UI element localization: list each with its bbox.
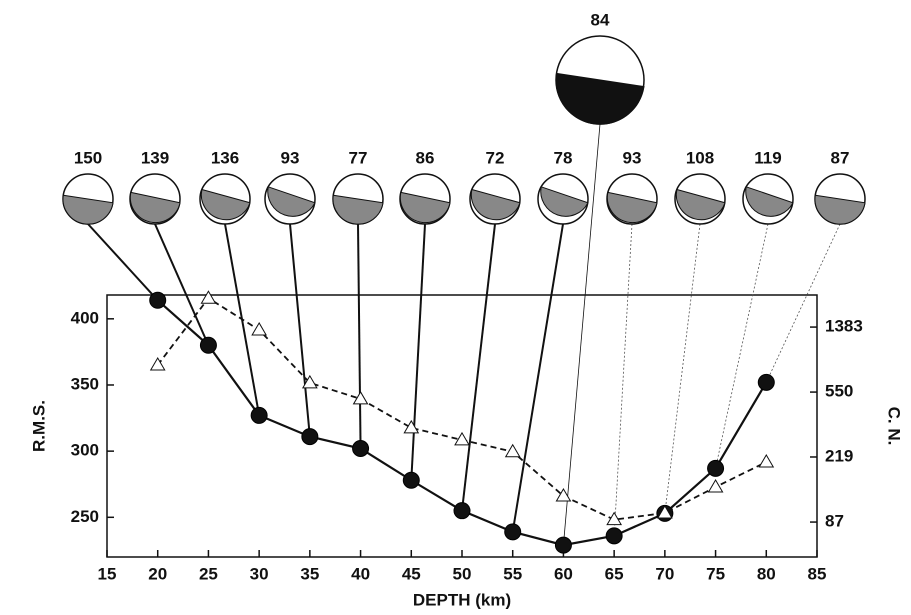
point [707, 459, 725, 477]
beachball-fill [62, 194, 114, 225]
beachball-fill [745, 186, 794, 217]
mechanism-label: 86 [416, 148, 435, 167]
x-tick-label: 75 [706, 564, 725, 583]
point [555, 487, 572, 502]
beachball-fill [470, 188, 521, 221]
mechanism-label: 72 [486, 148, 505, 167]
beachball-fill [814, 194, 866, 225]
mechanism-label: 119 [754, 148, 781, 167]
x-tick-label: 65 [605, 564, 624, 583]
point [352, 439, 370, 457]
mechanism-label: 84 [591, 10, 610, 29]
y-tick-label: 300 [71, 441, 99, 460]
connector [715, 223, 769, 469]
connector [664, 223, 701, 514]
connector [461, 223, 496, 511]
y-tick-label: 350 [71, 374, 99, 393]
point [757, 373, 775, 391]
beachball-fill [200, 188, 251, 221]
point [403, 419, 420, 434]
mechanism-label: 87 [831, 148, 850, 167]
x-tick-label: 40 [351, 564, 370, 583]
connector [87, 223, 159, 301]
point [301, 428, 319, 446]
beachball-fill [399, 191, 451, 224]
x-tick-label: 25 [199, 564, 218, 583]
x-tick-label: 45 [402, 564, 421, 583]
x-tick-label: 55 [503, 564, 522, 583]
point [301, 374, 318, 389]
mechanism-label: 93 [281, 148, 300, 167]
point [554, 536, 572, 554]
y2-tick-label: 219 [825, 446, 853, 465]
connector [410, 223, 426, 481]
point [200, 290, 217, 304]
x-tick-label: 80 [757, 564, 776, 583]
point [352, 390, 369, 405]
x-tick-label: 50 [453, 564, 472, 583]
point [453, 502, 471, 520]
point [149, 291, 167, 309]
mechanism-label: 136 [211, 148, 239, 167]
beachball-fill [675, 188, 726, 221]
mechanism-label: 108 [686, 148, 714, 167]
y-tick-label: 250 [71, 507, 99, 526]
mechanism-label: 77 [349, 148, 368, 167]
connector [511, 223, 564, 533]
connector [563, 123, 601, 546]
y2-tick-label: 1383 [825, 317, 863, 336]
mechanism-label: 93 [623, 148, 642, 167]
point [402, 471, 420, 489]
connector [154, 223, 210, 346]
mechanism-label: 78 [554, 148, 573, 167]
point [504, 523, 522, 541]
x-tick-label: 35 [300, 564, 319, 583]
connector [765, 223, 841, 383]
x-tick-label: 85 [808, 564, 827, 583]
y-axis-title: R.M.S. [29, 400, 48, 452]
point [250, 406, 268, 424]
point [251, 321, 268, 336]
point [656, 504, 673, 519]
beachball-fill [129, 191, 181, 224]
connector [357, 223, 362, 449]
y2-axis-title: C. N. [885, 407, 904, 446]
point [707, 479, 724, 493]
point [199, 336, 217, 354]
x-tick-label: 60 [554, 564, 573, 583]
x-tick-label: 20 [148, 564, 167, 583]
point [504, 443, 521, 458]
point [606, 511, 623, 526]
x-tick-label: 30 [250, 564, 269, 583]
connector [289, 223, 311, 437]
beachball-fill [332, 194, 384, 225]
y2-tick-label: 87 [825, 512, 844, 531]
y2-tick-label: 550 [825, 382, 853, 401]
beachball-fill [606, 191, 658, 224]
series-line [156, 297, 767, 521]
beachball-fill [555, 72, 645, 125]
point [149, 357, 166, 371]
beachball-fill [267, 186, 316, 217]
point [758, 453, 775, 468]
connector [613, 223, 633, 536]
x-tick-label: 70 [655, 564, 674, 583]
point [605, 527, 623, 545]
beachball-fill [540, 186, 589, 217]
x-tick-label: 15 [98, 564, 117, 583]
mechanism-label: 139 [141, 148, 169, 167]
y-tick-label: 400 [71, 308, 99, 327]
point [454, 431, 470, 446]
mechanism-label: 150 [74, 148, 102, 167]
x-axis-title: DEPTH (km) [413, 590, 511, 609]
